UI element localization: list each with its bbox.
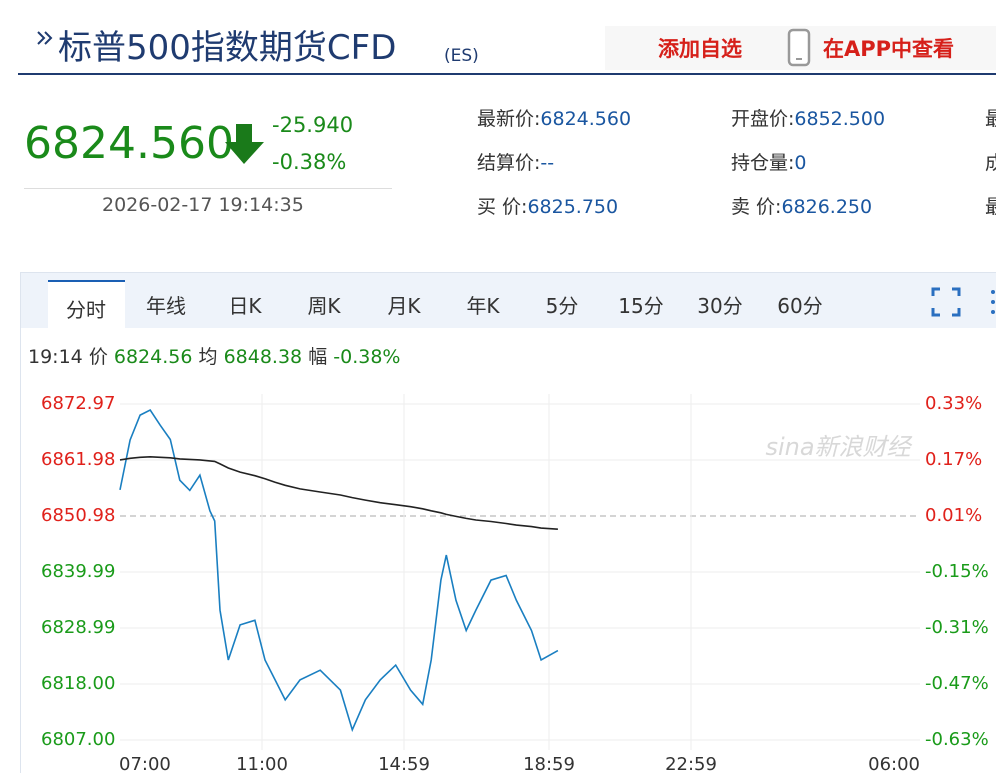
y-tick-label: 6850.98: [41, 505, 115, 526]
y2-tick-label: -0.63%: [925, 729, 989, 750]
x-tick-label: 14:59: [378, 754, 430, 773]
active-tab-bg: [48, 280, 125, 328]
x-tick-label: 18:59: [523, 754, 575, 773]
divider: [24, 188, 392, 189]
tab-bar: [21, 273, 996, 328]
change-pct: -0.38%: [272, 150, 347, 174]
field-label: 买 价:: [477, 196, 528, 218]
field-value: --: [540, 152, 555, 174]
quote-time: 2026-02-17 19:14:35: [102, 194, 304, 216]
title: 标普500指数期货CFD: [58, 28, 397, 68]
code: (ES): [444, 46, 479, 66]
field-label: 最新价:: [477, 108, 541, 130]
y-tick-label: 6861.98: [41, 449, 115, 470]
info-line: 19:14 价 6824.56 均 6848.38 幅 -0.38%: [28, 342, 400, 369]
x-tick-label: 22:59: [665, 754, 717, 773]
field-label: 开盘价:: [731, 108, 795, 130]
y2-tick-label: -0.31%: [925, 617, 989, 638]
x-tick-label: 07:00: [119, 754, 171, 773]
y-tick-label: 6818.00: [41, 673, 115, 694]
toolbar-icons[interactable]: [930, 286, 996, 320]
tab[interactable]: 年线: [146, 294, 186, 318]
y-tick-label: 6807.00: [41, 729, 115, 750]
field-value: 6825.750: [527, 196, 619, 218]
add-watch-button[interactable]: 添加自选: [658, 37, 742, 61]
y-tick-label: 6839.99: [41, 561, 115, 582]
info-label: 均: [198, 346, 218, 368]
field-label: 持仓量:: [731, 152, 795, 174]
field-value: 0: [794, 152, 807, 174]
field: 持仓量:0: [731, 148, 807, 175]
title-icon: [37, 31, 53, 45]
field-value: 6852.500: [794, 108, 886, 130]
y-tick-label: 6828.99: [41, 617, 115, 638]
field: 结算价:--: [477, 148, 554, 175]
field-label: 卖 价:: [731, 196, 782, 218]
info-label: 幅: [308, 346, 328, 368]
y2-tick-label: 0.01%: [925, 505, 982, 526]
tab[interactable]: 5分: [545, 294, 579, 318]
field: 最: [985, 192, 996, 219]
tab[interactable]: 日K: [228, 294, 262, 318]
tab[interactable]: 月K: [387, 294, 421, 318]
y2-tick-label: 0.17%: [925, 449, 982, 470]
info-value: -0.38%: [333, 346, 401, 368]
field: 卖 价:6826.250: [731, 192, 872, 219]
y2-tick-label: -0.15%: [925, 561, 989, 582]
tab[interactable]: 15分: [618, 294, 664, 318]
x-tick-label: 11:00: [236, 754, 288, 773]
x-tick-label: 06:00: [868, 754, 920, 773]
chart: sina新浪财经 6872.97 6861.98 6850.98 6839.99 682…: [41, 393, 989, 773]
chart-panel: [20, 272, 996, 773]
info-value: 6824.56: [113, 346, 193, 368]
info-value: 6848.38: [223, 346, 303, 368]
field-label: 最: [985, 108, 996, 130]
field: 成: [985, 148, 996, 175]
price: 6824.560: [24, 118, 234, 169]
tab[interactable]: 分时: [66, 298, 106, 322]
field: 最新价:6824.560: [477, 104, 631, 131]
series-line: [119, 455, 558, 530]
tab[interactable]: 60分: [777, 294, 823, 318]
field-label: 最: [985, 196, 996, 218]
info-time: 19:14: [28, 346, 83, 368]
watermark: sina新浪财经: [765, 433, 913, 461]
down-arrow: [225, 124, 264, 164]
field: 开盘价:6852.500: [731, 104, 885, 131]
tab[interactable]: 30分: [697, 294, 743, 318]
tab[interactable]: 年K: [466, 294, 500, 318]
field-value: 6824.560: [540, 108, 632, 130]
tab[interactable]: 周K: [307, 294, 341, 318]
series-line: [119, 408, 559, 733]
open-app-button[interactable]: 在APP中查看: [823, 37, 955, 61]
field: 最: [985, 104, 996, 131]
field-value: 6826.250: [781, 196, 873, 218]
change: -25.940: [272, 113, 354, 137]
y2-tick-label: 0.33%: [925, 393, 982, 414]
info-label: 价: [88, 346, 108, 368]
y2-tick-label: -0.47%: [925, 673, 989, 694]
y-tick-label: 6872.97: [41, 393, 115, 414]
field: 买 价:6825.750: [477, 192, 618, 219]
header-line: [18, 73, 996, 75]
field-label: 结算价:: [477, 152, 541, 174]
phone-icon[interactable]: [786, 28, 812, 68]
field-label: 成: [985, 152, 996, 174]
